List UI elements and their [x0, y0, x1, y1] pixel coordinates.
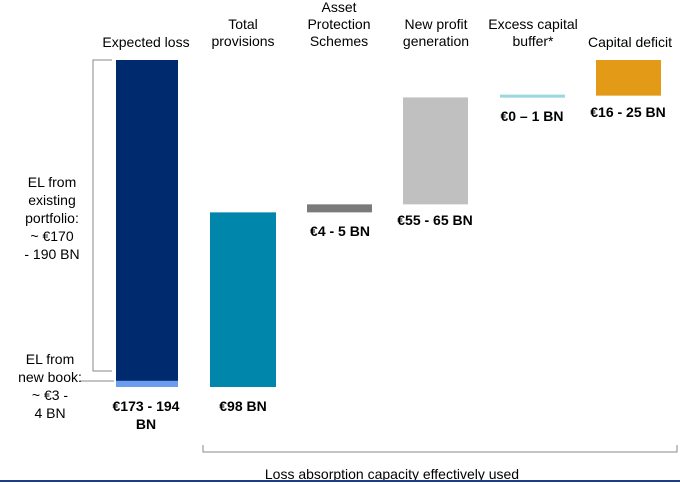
value-label-asset-protection-schemes: €4 - 5 BN: [310, 223, 370, 239]
category-label-expected-loss: Expected loss: [102, 34, 190, 50]
annotation-el-new-book: EL from new book: ~ €3 - 4 BN: [18, 351, 82, 421]
footer-rule: [0, 480, 680, 482]
bracket-el-existing-portfolio: [92, 59, 112, 372]
bar-new-profit-generation: [403, 97, 468, 205]
value-label-new-profit-generation: €55 - 65 BN: [397, 212, 473, 228]
category-label-excess-capital-buffer: Excess capital buffer*: [488, 16, 578, 49]
bar-capital-deficit: [596, 60, 661, 96]
bar-expected-loss-new-book: [116, 380, 178, 387]
bar-excess-capital-buffer: [500, 94, 565, 98]
category-label-capital-deficit: Capital deficit: [587, 34, 673, 50]
bar-asset-protection-schemes: [307, 204, 372, 213]
value-label-excess-capital-buffer: €0 – 1 BN: [500, 108, 564, 124]
bar-expected-loss-existing-portfolio: [116, 60, 178, 382]
category-label-total-provisions: Total provisions: [211, 16, 275, 49]
bracket-label-loss-absorption: Loss absorption capacity effectively use…: [264, 466, 520, 482]
value-label-total-provisions: €98 BN: [219, 398, 267, 414]
annotation-el-existing-portfolio: EL from existing portfolio: ~ €170 - 190…: [24, 174, 80, 262]
bracket-loss-absorption: [202, 445, 678, 453]
category-label-new-profit-generation: New profit generation: [402, 16, 470, 49]
value-label-expected-loss: €173 - 194 BN: [112, 398, 180, 432]
category-label-asset-protection-schemes: Asset Protection Schemes: [307, 0, 371, 49]
bar-total-provisions: [210, 212, 276, 387]
value-label-capital-deficit: €16 - 25 BN: [590, 104, 666, 120]
